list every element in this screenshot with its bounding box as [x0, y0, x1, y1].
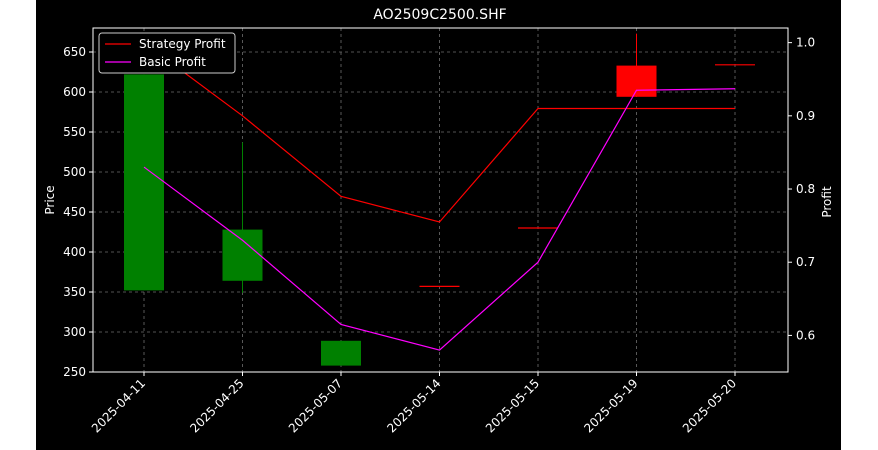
y-tick-label-left: 650 [63, 45, 86, 59]
candle-layer [124, 33, 755, 366]
y-axis-right-label: Profit [820, 186, 834, 218]
y-tick-label-left: 350 [63, 285, 86, 299]
candle-body [124, 74, 164, 291]
y-tick-label-left: 250 [63, 365, 86, 379]
y-tick-label-right: 0.6 [796, 328, 815, 342]
y-tick-label-left: 600 [63, 85, 86, 99]
y-tick-label-right: 0.9 [796, 109, 815, 123]
candle-body [222, 229, 263, 281]
y-tick-label-right: 0.8 [796, 182, 815, 196]
chart-title: AO2509C2500.SHF [373, 7, 506, 23]
plot-frame [92, 27, 789, 373]
y-tick-label-left: 550 [63, 125, 86, 139]
strategy-profit-line [143, 42, 735, 223]
legend-label-basic-profit: Basic Profit [139, 55, 206, 69]
y-tick-label-left: 300 [63, 325, 86, 339]
candle-body [321, 340, 361, 366]
y-tick-label-left: 400 [63, 245, 86, 259]
y-axis-left-label: Price [43, 185, 57, 214]
y-tick-label-right: 1.0 [796, 36, 815, 50]
legend-box [98, 32, 236, 74]
legend-label-strategy-profit: Strategy Profit [139, 37, 226, 51]
basic-profit-line [143, 88, 736, 351]
y-tick-label-left: 500 [63, 165, 86, 179]
figure-background [36, 0, 841, 450]
legend: Strategy Profit Basic Profit [98, 32, 236, 74]
candle-body [616, 65, 657, 97]
y-tick-label-right: 0.7 [796, 255, 815, 269]
y-tick-label-left: 450 [63, 205, 86, 219]
line-layer [143, 42, 736, 351]
